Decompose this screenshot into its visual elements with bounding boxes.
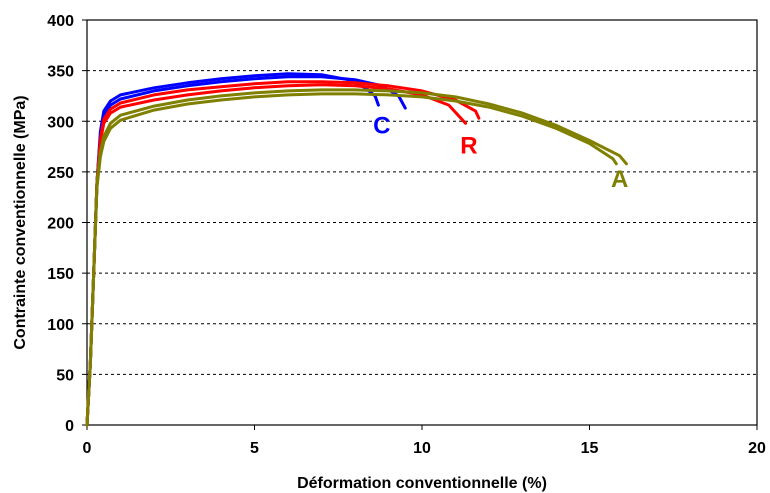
y-tick-label: 300 (47, 114, 74, 131)
series-A-curve-1 (85, 92, 618, 427)
y-tick-label: 50 (56, 367, 74, 384)
series-label-R: R (460, 133, 477, 160)
axes (82, 19, 758, 430)
x-tick-label: 15 (581, 440, 599, 457)
x-tick-label: 20 (748, 440, 766, 457)
x-tick-label: 0 (83, 440, 92, 457)
x-tick-label: 5 (250, 440, 259, 457)
y-tick-label: 400 (47, 13, 74, 30)
y-axis-title: Contrainte conventionnelle (MPa) (12, 95, 29, 349)
y-tick-label: 0 (65, 418, 74, 435)
x-tick-label: 10 (413, 440, 431, 457)
series-A-curve-2 (85, 88, 628, 427)
series-label-A: A (611, 166, 628, 193)
y-tick-label: 350 (47, 64, 74, 81)
series-curves (85, 72, 628, 427)
y-tick-label: 150 (47, 266, 74, 283)
series-annotations: C R A (373, 112, 628, 193)
x-axis-title: Déformation conventionnelle (%) (297, 475, 547, 492)
y-tick-label: 250 (47, 165, 74, 182)
series-label-C: C (373, 112, 390, 139)
plot-frame (86, 19, 758, 426)
series-R-curve-2 (85, 80, 481, 427)
series-C-curve-1 (85, 72, 380, 427)
series-C-curve-2 (85, 75, 407, 427)
y-tick-label: 100 (47, 317, 74, 334)
grid-lines (87, 70, 757, 375)
y-tick-label: 200 (47, 216, 74, 233)
